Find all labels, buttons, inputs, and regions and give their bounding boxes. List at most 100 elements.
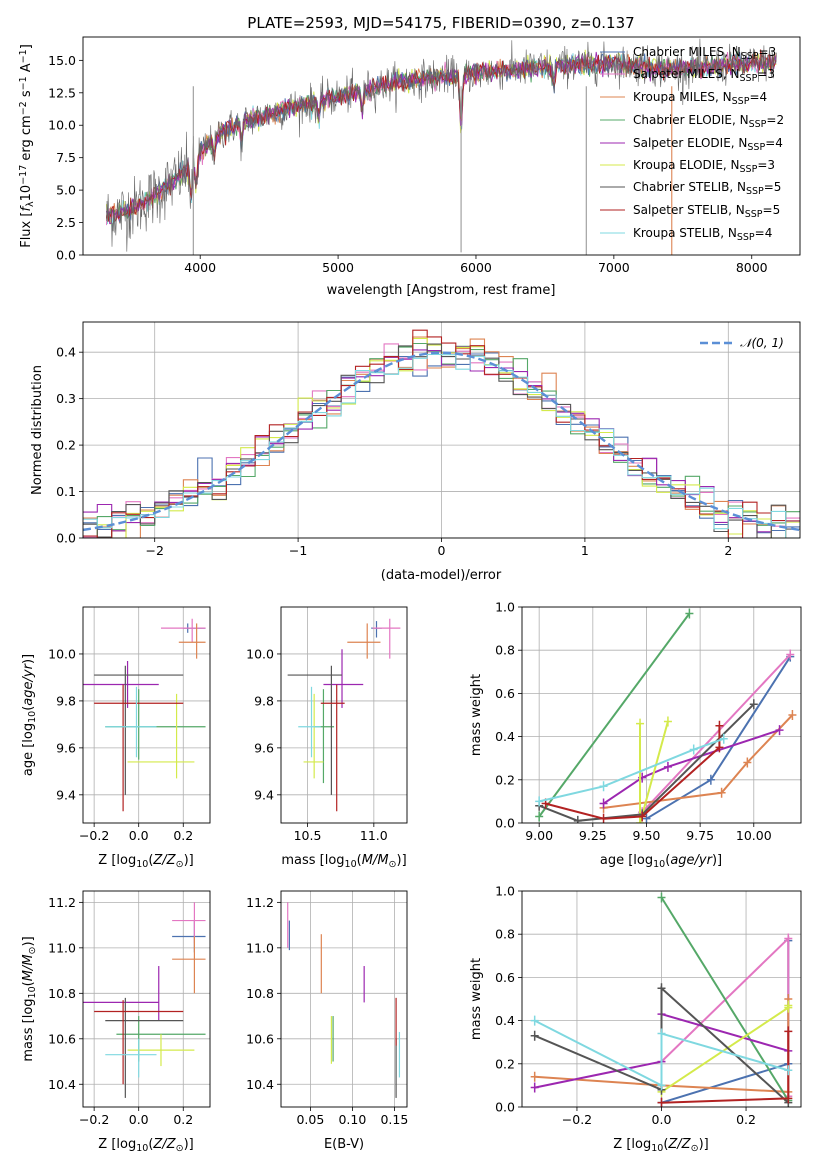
legend-entry: Salpeter MILES, NSSP=3	[633, 67, 775, 84]
z_mass-point-1	[172, 902, 206, 944]
mass_age-point-8	[298, 686, 321, 758]
y-tick-label: 11.2	[246, 895, 274, 910]
x-tick-label: 0.15	[380, 1112, 408, 1127]
weight_z-marker	[530, 1082, 539, 1093]
weight_z-marker	[784, 1026, 793, 1037]
legend-entry: Salpeter ELODIE, NSSP=4	[633, 136, 783, 153]
x-tick-label: 9.25	[579, 828, 607, 843]
y-tick-label: 0.6	[495, 686, 515, 701]
legend-entry: Kroupa ELODIE, NSSP=3	[633, 158, 775, 175]
mass_age-point-1	[372, 618, 401, 659]
spectrum-xlabel: wavelength [Angstrom, rest frame]	[327, 283, 556, 298]
x-tick-label: 9.50	[633, 828, 661, 843]
y-tick-label: 9.6	[254, 740, 274, 755]
spectrum-plot-area	[105, 38, 777, 255]
x-tick-label: −2	[145, 543, 163, 558]
weight_z-plot-area	[522, 891, 801, 1107]
spectrum-panel: 4000 5000 6000 7000 8000 0.0 2.5 5.0 7.5 10.0 12.5…	[18, 14, 801, 298]
weight-z-ylabel: mass weight	[469, 958, 484, 1040]
x-tick-label: 0.2	[736, 1112, 756, 1127]
y-tick-label: 0.4	[495, 729, 515, 744]
weight-age-ylabel: mass weight	[469, 674, 484, 756]
weight_z-line-3	[660, 896, 790, 1102]
weight_age-marker	[685, 608, 694, 619]
weight_z-marker	[530, 1071, 539, 1082]
y-tick-label: 10.8	[48, 986, 76, 1001]
weight_z-marker	[530, 1030, 539, 1041]
weight_age-line-1	[641, 653, 792, 813]
weight_z-marker	[657, 1097, 666, 1107]
y-tick-label: 10.0	[48, 646, 76, 661]
weight_age-plot-area	[522, 607, 801, 823]
z_mass-panel: −0.2 0.0 0.2 10.4 10.6 10.8 11.0 11.2 Z [log10(Z…	[21, 890, 211, 1154]
mass_age-frame	[280, 606, 408, 824]
y-tick-label: 9.8	[254, 693, 274, 708]
x-tick-label: 6000	[460, 260, 492, 275]
y-tick-label: 0.1	[56, 484, 76, 499]
weight_z-marker	[657, 983, 666, 994]
weight_age-marker	[599, 781, 608, 792]
weight_z-marker	[784, 933, 793, 944]
y-tick-label: 9.6	[56, 740, 76, 755]
y-tick-label: 5.0	[56, 183, 76, 198]
y-tick-label: 1.0	[495, 600, 515, 615]
legend-entry: Chabrier STELIB, NSSP=5	[633, 180, 781, 197]
z_mass-plot-area	[83, 891, 210, 1107]
z-mass-ylabel: mass [log10(M/M⊙)]	[21, 936, 38, 1061]
weight_age-marker	[663, 761, 672, 772]
x-tick-label: 8000	[736, 260, 768, 275]
y-tick-label: 0.8	[495, 643, 515, 658]
y-tick-label: 0.4	[56, 345, 76, 360]
histogram-series-6	[83, 343, 800, 538]
weight_z-line-5	[660, 1005, 790, 1093]
x-tick-label: 9.00	[525, 828, 553, 843]
z_age-panel: −0.2 0.0 0.2 9.4 9.6 9.8 10.0 Z [log10(Z/Z⊙)] ag…	[21, 606, 211, 870]
z_mass-point-2	[172, 936, 206, 994]
weight_age-marker	[535, 796, 544, 807]
x-tick-label: 1	[581, 543, 589, 558]
y-tick-label: 2.5	[56, 215, 76, 230]
weight_age-panel: 9.00 9.25 9.50 9.75 10.00 0.0 0.2 0.4 0.6 0.8 1.0 a…	[469, 600, 802, 870]
z_mass-point-8	[105, 1038, 157, 1078]
weight_age-marker	[599, 813, 608, 823]
weight_age-marker	[642, 813, 651, 823]
ebv_mass-frame	[280, 890, 408, 1108]
weight_z-panel: −0.2 0.0 0.2 0.0 0.2 0.4 0.6 0.8 1.0 Z [log10(Z/Z…	[469, 884, 802, 1154]
x-tick-label: 0.0	[129, 828, 149, 843]
legend-entry: Salpeter STELIB, NSSP=5	[633, 203, 780, 220]
x-tick-label: 0.2	[173, 1112, 193, 1127]
weight_age-marker	[599, 798, 608, 809]
z_mass-point-7	[94, 1000, 184, 1085]
weight_age-marker	[719, 733, 728, 744]
residuals-plot-area	[83, 322, 800, 538]
residuals-ylabel: Normed distribution	[30, 365, 45, 495]
mass_age-point-2	[347, 623, 381, 659]
weight_age-marker	[689, 744, 698, 755]
residuals-xlabel: (data-model)/error	[381, 568, 502, 583]
mass-age-xlabel: mass [log10(M/M⊙)]	[281, 853, 406, 870]
weight_age-marker	[638, 811, 647, 822]
z-age-xlabel: Z [log10(Z/Z⊙)]	[98, 853, 193, 870]
mass_age-panel: 10.5 11.0 9.4 9.6 9.8 10.0 mass [log10(M/M⊙)]	[246, 606, 408, 870]
weight_age-marker	[788, 710, 797, 720]
x-tick-label: 9.75	[686, 828, 714, 843]
z_age-point-2	[178, 623, 206, 659]
y-tick-label: 9.4	[254, 787, 274, 802]
y-tick-label: 10.4	[246, 1077, 274, 1092]
gaussian-reference-curve	[83, 351, 800, 532]
x-tick-label: 0.2	[173, 828, 193, 843]
mass_age-plot-area	[281, 607, 407, 823]
histogram-series-8	[83, 353, 800, 538]
y-tick-label: 11.0	[246, 940, 274, 955]
z-mass-xlabel: Z [log10(Z/Z⊙)]	[98, 1137, 193, 1154]
y-tick-label: 10.4	[48, 1077, 76, 1092]
x-tick-label: 10.5	[294, 828, 322, 843]
weight_age-marker	[636, 718, 645, 729]
y-tick-label: 0.0	[56, 248, 76, 263]
y-tick-label: 0.2	[56, 438, 76, 453]
z_age-point-7	[94, 684, 184, 812]
z_age-point-6	[94, 665, 184, 795]
y-tick-label: 0.8	[495, 927, 515, 942]
x-tick-label: 11.0	[360, 828, 388, 843]
